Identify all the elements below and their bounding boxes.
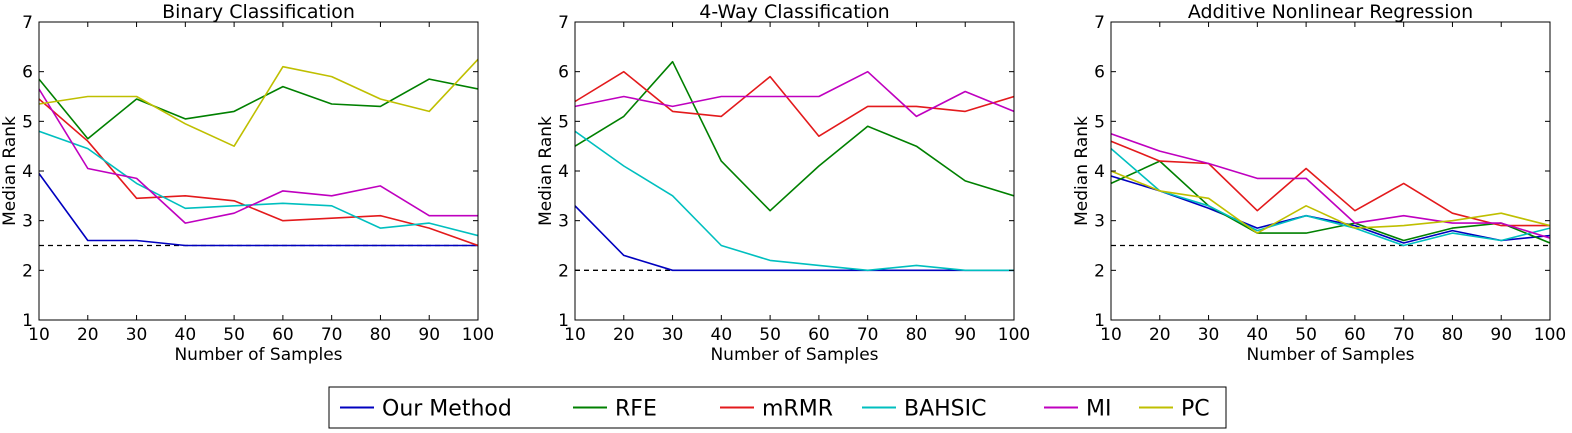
legend-label-pc: PC: [1181, 397, 1210, 422]
x-axis-label: Number of Samples: [710, 345, 878, 365]
series-line-mrmr: [1111, 140, 1550, 227]
chart-panel-2: 10 20 30 40 50 60 70 80 90 100 1 2 3 4 5 6 7 4-Way Classi…: [536, 1, 1030, 365]
chart-panel-1: 10 20 30 40 50 60 70 80 90 100 1 2 3 4 5 6 7 Binary Class…: [0, 1, 494, 365]
x-tick-label: 30: [1198, 325, 1220, 345]
x-tick-label: 90: [954, 325, 976, 345]
x-tick-label: 60: [1344, 325, 1366, 345]
legend: Our Method RFE mRMR BAHSIC MI PC: [328, 386, 1227, 429]
legend-label-bahsic: BAHSIC: [904, 397, 987, 422]
legend-label-mrmr: mRMR: [762, 397, 833, 422]
y-tick-label: 5: [558, 112, 569, 132]
y-tick-label: 3: [22, 212, 33, 232]
plot-frame: [38, 21, 479, 321]
series-line-our-method: [1111, 175, 1550, 244]
series-line-bahsic: [1111, 147, 1550, 247]
x-axis-label: Number of Samples: [174, 345, 342, 365]
y-tick-label: 3: [1094, 212, 1105, 232]
series-line-mi: [575, 70, 1014, 118]
series-line-rfe: [575, 60, 1014, 212]
x-tick-label: 20: [1149, 325, 1171, 345]
plot-frame: [1110, 21, 1551, 321]
y-tick-label: 7: [1094, 13, 1105, 33]
y-tick-label: 6: [558, 63, 569, 83]
x-tick-label: 90: [1490, 325, 1512, 345]
x-tick-label: 70: [857, 325, 879, 345]
series-line-our-method: [575, 205, 1014, 272]
y-tick-label: 2: [22, 261, 33, 281]
series-line-mrmr: [39, 98, 478, 247]
x-tick-label: 10: [28, 325, 50, 345]
y-axis-label: Median Rank: [1072, 116, 1092, 226]
series-line-rfe: [39, 78, 478, 140]
y-tick-label: 2: [1094, 261, 1105, 281]
series-line-rfe: [1111, 160, 1550, 244]
x-tick-label: 40: [1247, 325, 1269, 345]
series-line-mi: [39, 88, 478, 224]
x-tick-label: 90: [418, 325, 440, 345]
y-axis-label: Median Rank: [0, 116, 20, 226]
chart-panel-3: 10 20 30 40 50 60 70 80 90 100 1 2 3 4 5 6 7 Additive Non…: [1072, 1, 1566, 365]
x-tick-label: 100: [462, 325, 494, 345]
x-tick-label: 30: [662, 325, 684, 345]
x-axis-label: Number of Samples: [1246, 345, 1414, 365]
chart-title: 4-Way Classification: [699, 1, 889, 23]
series-group: [39, 58, 478, 247]
x-tick-label: 100: [1534, 325, 1566, 345]
y-tick-label: 4: [22, 162, 33, 182]
y-tick-label: 1: [22, 311, 33, 331]
y-tick-label: 5: [22, 112, 33, 132]
y-tick-label: 7: [558, 13, 569, 33]
x-tick-label: 10: [1100, 325, 1122, 345]
y-tick-label: 1: [558, 311, 569, 331]
x-tick-label: 80: [370, 325, 392, 345]
y-tick-label: 4: [1094, 162, 1105, 182]
series-line-pc: [1111, 170, 1550, 234]
series-line-mrmr: [575, 70, 1014, 137]
x-tick-label: 40: [711, 325, 733, 345]
y-tick-label: 5: [1094, 112, 1105, 132]
x-tick-label: 70: [321, 325, 343, 345]
x-tick-label: 50: [1295, 325, 1317, 345]
x-tick-label: 20: [77, 325, 99, 345]
x-tick-label: 10: [564, 325, 586, 345]
chart-title: Additive Nonlinear Regression: [1188, 1, 1473, 23]
x-tick-label: 40: [175, 325, 197, 345]
y-tick-label: 6: [22, 63, 33, 83]
x-tick-label: 30: [126, 325, 148, 345]
x-tick-label: 70: [1393, 325, 1415, 345]
x-tick-label: 50: [223, 325, 245, 345]
series-line-bahsic: [575, 130, 1014, 272]
chart-panels: 10 20 30 40 50 60 70 80 90 100 1 2 3 4 5 6 7 Binary Class…: [0, 1, 1566, 365]
legend-label-our-method: Our Method: [382, 397, 512, 422]
y-tick-label: 3: [558, 212, 569, 232]
series-line-our-method: [39, 173, 478, 247]
legend-label-mi: MI: [1086, 397, 1111, 422]
y-tick-label: 4: [558, 162, 569, 182]
x-tick-label: 60: [272, 325, 294, 345]
y-tick-label: 7: [22, 13, 33, 33]
series-group: [575, 60, 1014, 272]
x-tick-label: 100: [998, 325, 1030, 345]
legend-label-rfe: RFE: [615, 397, 657, 422]
x-tick-label: 20: [613, 325, 635, 345]
x-tick-label: 50: [759, 325, 781, 345]
series-line-pc: [39, 58, 478, 147]
y-axis-label: Median Rank: [536, 116, 556, 226]
series-group: [1111, 133, 1550, 247]
y-tick-label: 2: [558, 261, 569, 281]
x-tick-label: 60: [808, 325, 830, 345]
y-tick-label: 6: [1094, 63, 1105, 83]
series-line-bahsic: [39, 130, 478, 237]
y-tick-label: 1: [1094, 311, 1105, 331]
chart-title: Binary Classification: [162, 1, 355, 23]
x-tick-label: 80: [1442, 325, 1464, 345]
plot-frame: [574, 21, 1015, 321]
series-line-mi: [1111, 133, 1550, 239]
x-tick-label: 80: [906, 325, 928, 345]
